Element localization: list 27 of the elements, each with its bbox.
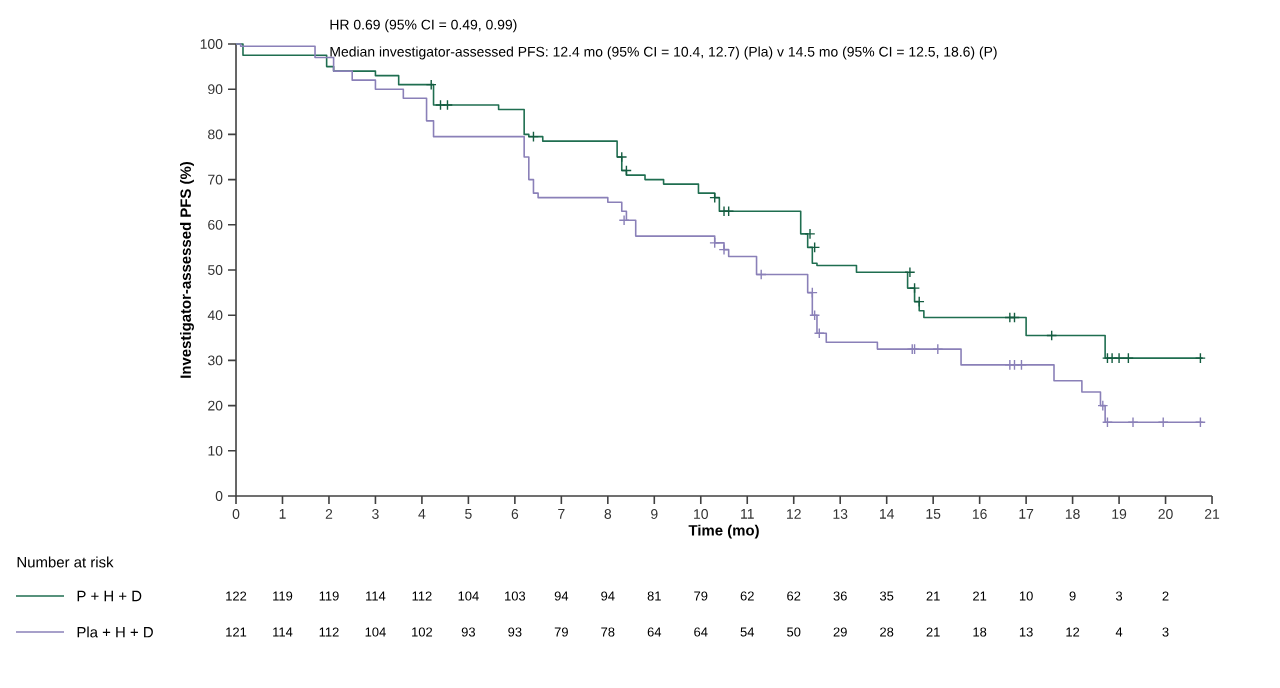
point	[909, 282, 921, 294]
point	[1113, 352, 1125, 364]
point	[913, 296, 925, 308]
point	[618, 214, 630, 226]
point	[1122, 352, 1134, 364]
point	[616, 151, 628, 163]
point	[1127, 416, 1139, 428]
point	[813, 327, 825, 339]
point	[932, 343, 944, 355]
point	[1009, 311, 1020, 323]
point	[1157, 416, 1169, 428]
point	[620, 165, 632, 177]
point	[1046, 330, 1058, 342]
point	[809, 309, 821, 321]
point	[527, 131, 539, 143]
point	[809, 241, 821, 253]
point	[425, 79, 437, 91]
point	[806, 287, 818, 299]
point	[804, 228, 816, 240]
point	[1101, 416, 1113, 428]
point	[904, 266, 916, 278]
point	[709, 192, 721, 204]
point	[1194, 352, 1206, 364]
point	[1101, 352, 1113, 364]
point	[1097, 400, 1109, 412]
point	[723, 205, 735, 217]
point	[755, 269, 767, 281]
